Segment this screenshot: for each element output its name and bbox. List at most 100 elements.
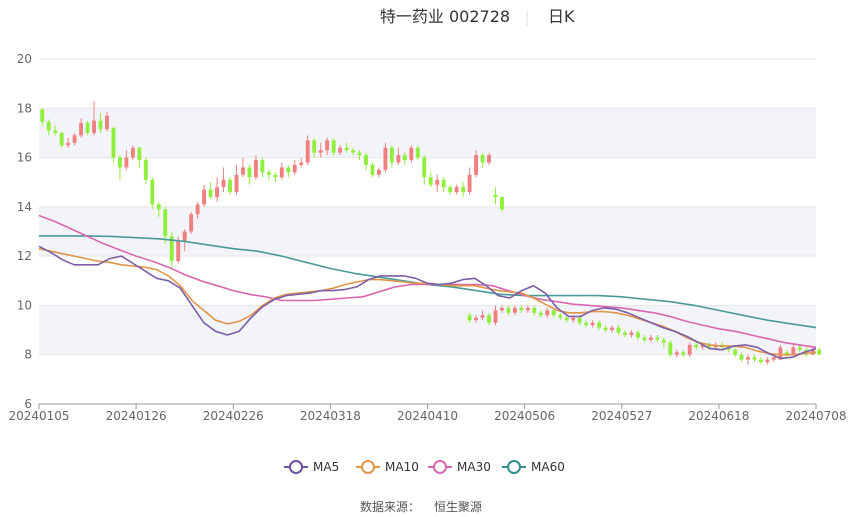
legend-item: MA10 xyxy=(356,460,419,474)
candle xyxy=(260,157,265,178)
candle xyxy=(752,354,757,363)
candle xyxy=(364,152,368,170)
candle-body xyxy=(797,347,802,350)
candle xyxy=(195,201,200,220)
candle-body xyxy=(765,359,770,363)
candle xyxy=(46,119,51,136)
candle xyxy=(784,349,789,358)
candle-body xyxy=(150,179,155,205)
x-tick-label: 20240105 xyxy=(8,409,69,423)
candle-body xyxy=(241,167,245,175)
candle xyxy=(279,162,284,180)
candle-body xyxy=(364,155,368,165)
candle-body xyxy=(461,187,466,193)
candles xyxy=(40,100,822,365)
candle-body xyxy=(610,327,614,331)
candle-body xyxy=(279,167,284,178)
candle-body xyxy=(564,317,569,321)
candle-body xyxy=(784,352,789,355)
candle-body xyxy=(668,342,673,355)
candle-body xyxy=(817,349,822,355)
candle-body xyxy=(357,152,362,156)
candle xyxy=(72,132,77,146)
candle xyxy=(597,320,602,331)
candle xyxy=(564,315,569,323)
candle xyxy=(370,162,375,178)
candle xyxy=(137,146,142,168)
candle xyxy=(610,325,614,333)
candle-body xyxy=(448,187,453,193)
x-axis: 20240105 20240126 20240226 20240318 20240410… xyxy=(8,403,847,423)
candle-body xyxy=(325,140,330,151)
candle xyxy=(208,182,213,200)
candle xyxy=(338,145,343,156)
candle xyxy=(318,142,323,158)
candle-body xyxy=(500,197,504,210)
x-tick-label: 20240708 xyxy=(785,409,846,423)
candle-body xyxy=(467,315,472,321)
candle-body xyxy=(72,135,77,143)
candle-body xyxy=(584,322,589,326)
chart-title: 特一药业 002728 xyxy=(380,7,510,26)
legend-marker xyxy=(507,460,521,474)
candle-body xyxy=(221,179,226,188)
ma30-line xyxy=(38,214,817,349)
candle-body xyxy=(376,169,381,175)
candle xyxy=(765,357,770,365)
candle-body xyxy=(759,359,763,363)
legend-label: MA30 xyxy=(457,460,491,474)
candle-body xyxy=(752,357,757,360)
candle xyxy=(500,305,504,313)
legend-item: MA60 xyxy=(502,460,565,474)
candle xyxy=(409,145,414,163)
candle xyxy=(590,320,595,328)
candle xyxy=(506,305,511,316)
candle xyxy=(422,155,427,185)
legend-label: MA60 xyxy=(531,460,565,474)
candle xyxy=(292,160,297,175)
candle-body xyxy=(124,157,129,168)
candle-body xyxy=(635,332,640,338)
candle xyxy=(480,152,485,168)
candle xyxy=(642,335,647,343)
candle xyxy=(461,182,466,197)
x-tick-label: 20240126 xyxy=(106,409,167,423)
candle xyxy=(532,305,537,316)
candle xyxy=(325,137,330,156)
y-tick-label: 6 xyxy=(24,397,32,411)
candle xyxy=(454,184,459,195)
candle-body xyxy=(707,344,712,348)
candle-body xyxy=(519,307,524,311)
grid-lines xyxy=(39,58,816,405)
candle-body xyxy=(493,194,498,197)
period-label: 日K xyxy=(548,7,575,26)
candle xyxy=(487,152,491,165)
candle-body xyxy=(525,307,530,311)
candle xyxy=(681,349,686,358)
candle-body xyxy=(273,174,278,178)
candle-body xyxy=(396,155,401,163)
candle xyxy=(189,211,194,234)
candle-body xyxy=(590,322,595,326)
candle-body xyxy=(623,332,627,335)
candle xyxy=(623,330,627,338)
grid-band xyxy=(39,206,816,257)
moving-average-lines xyxy=(38,214,817,360)
candle xyxy=(467,312,472,323)
candle-body xyxy=(435,179,440,185)
candle-body xyxy=(260,160,265,173)
candle-body xyxy=(331,140,336,153)
candle-body xyxy=(700,344,705,348)
candle-body xyxy=(733,349,738,355)
candle-body xyxy=(53,130,58,133)
candle xyxy=(215,177,220,202)
candle-body xyxy=(370,164,375,175)
candle xyxy=(480,310,485,321)
candle xyxy=(163,206,168,244)
candle xyxy=(305,135,310,165)
y-tick-label: 16 xyxy=(17,151,32,165)
candle-body xyxy=(538,312,543,316)
candle xyxy=(525,305,530,313)
candle xyxy=(85,120,90,136)
